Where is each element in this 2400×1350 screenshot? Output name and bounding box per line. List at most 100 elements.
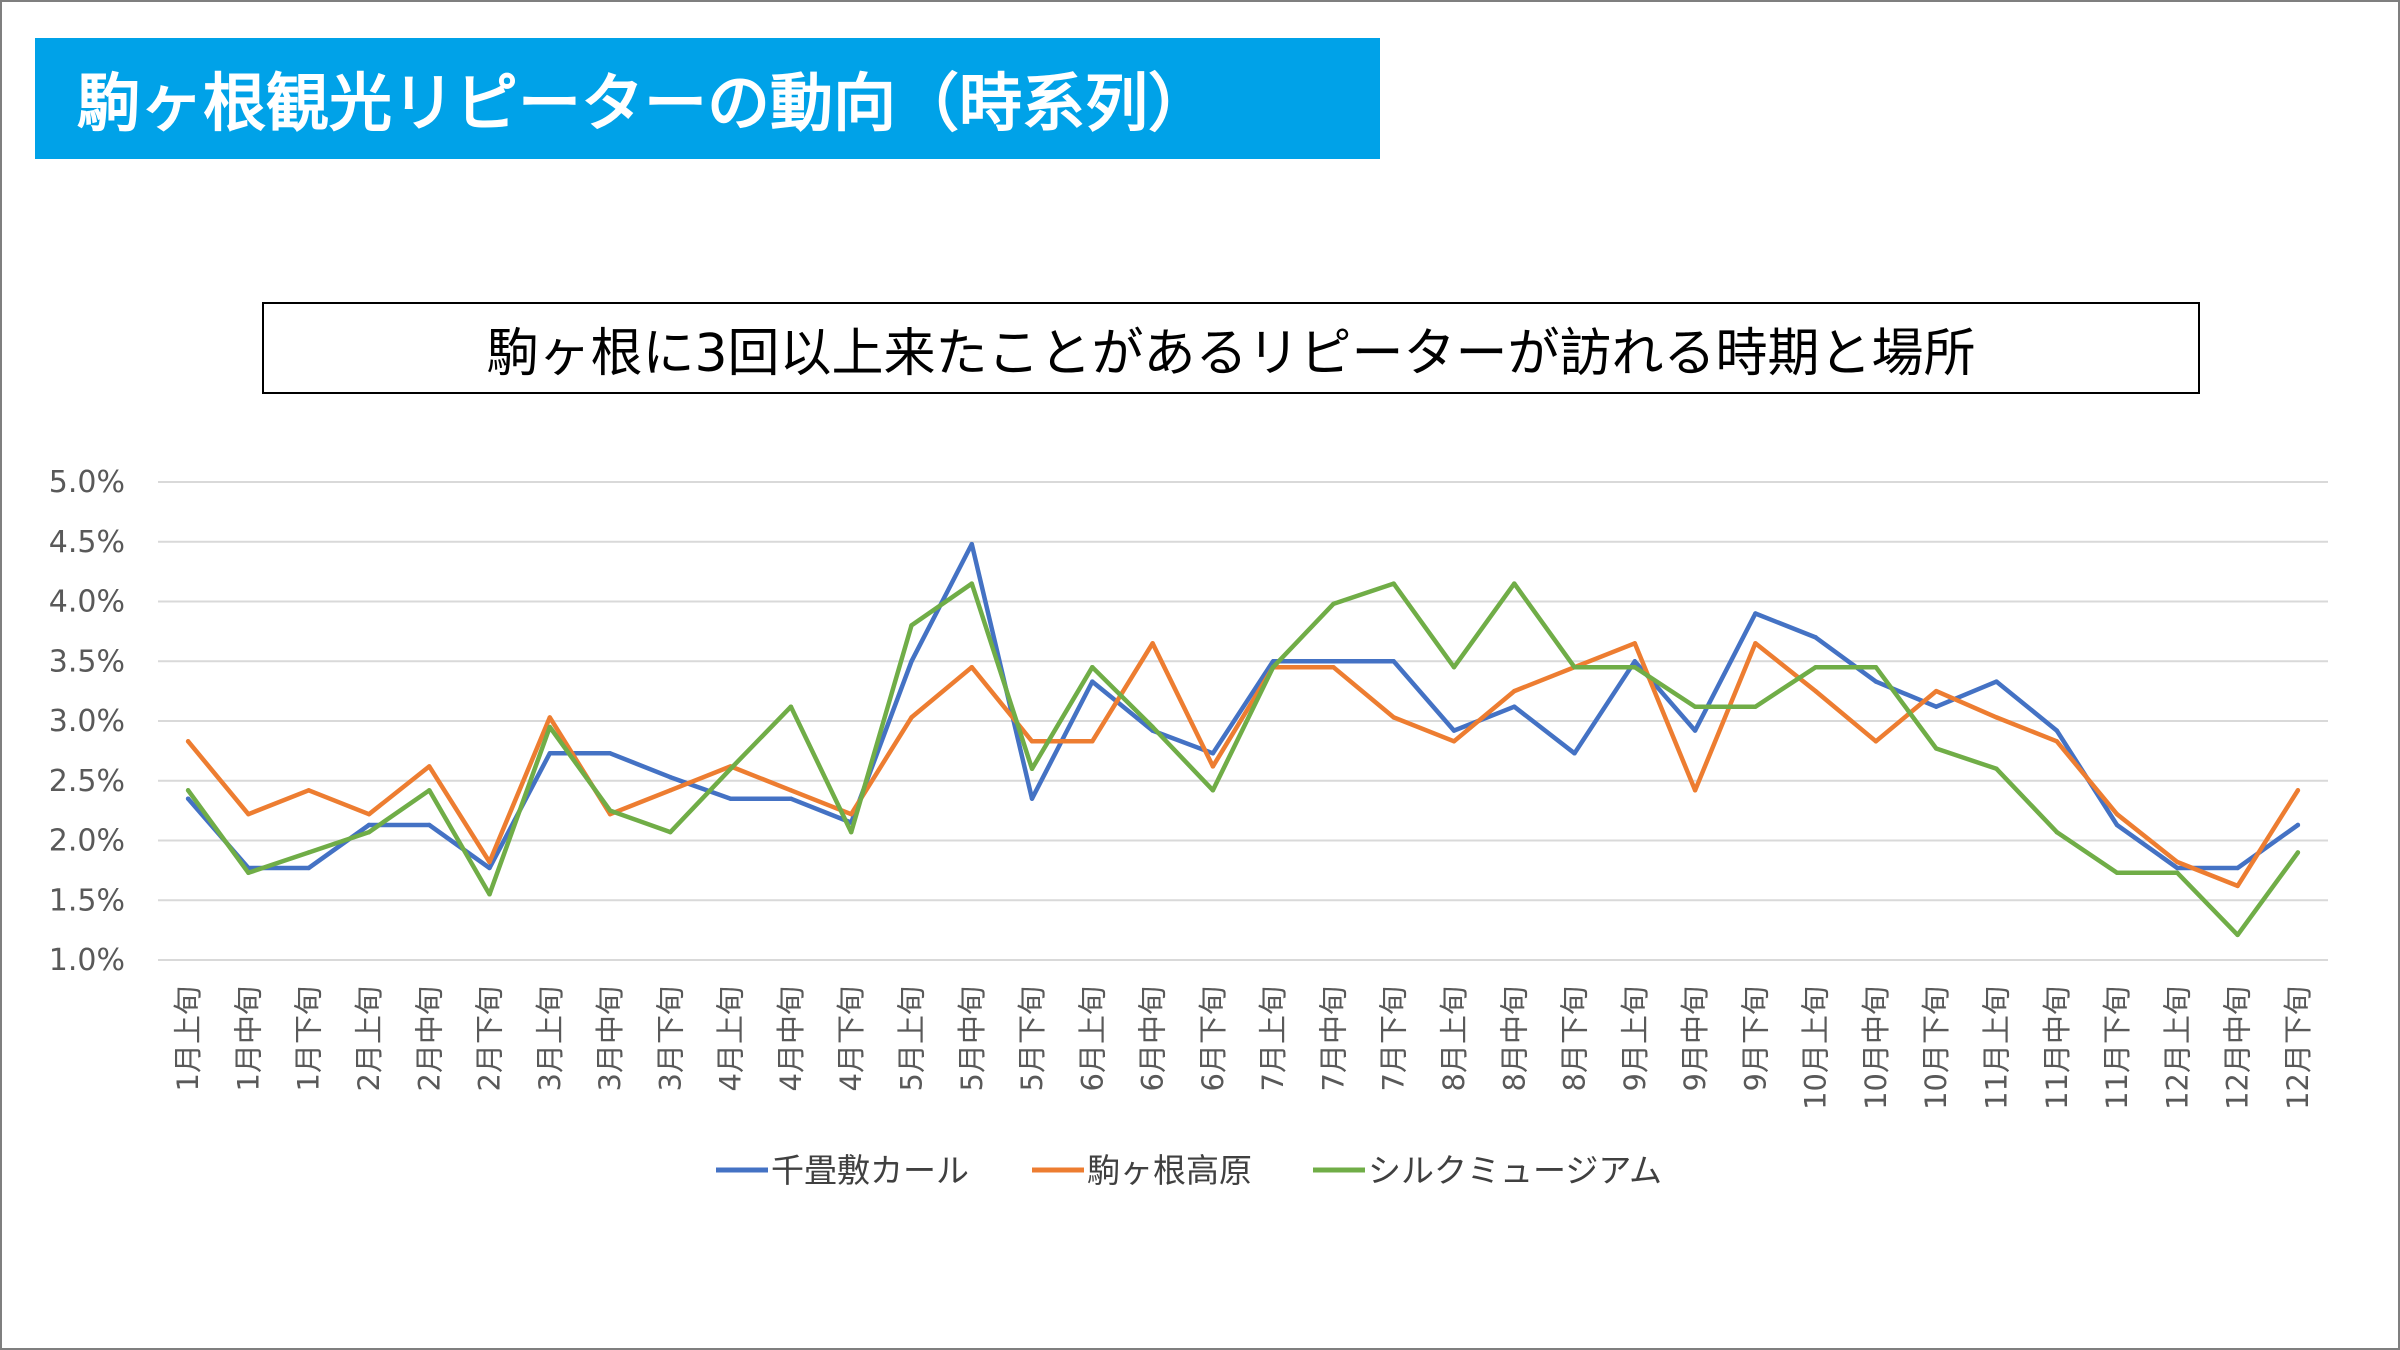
x-tick-label: 5月中旬 <box>955 986 989 1091</box>
data-point <box>969 541 974 547</box>
x-tick-label: 8月上旬 <box>1437 986 1471 1091</box>
data-point <box>607 751 613 756</box>
y-tick-label: 3.0% <box>49 704 125 739</box>
data-point <box>1512 704 1517 709</box>
data-point <box>2175 859 2180 865</box>
data-point <box>2054 739 2059 744</box>
x-tick-label: 9月中旬 <box>1678 986 1712 1091</box>
data-point <box>668 788 673 793</box>
data-point <box>1873 665 1879 670</box>
data-point <box>788 788 794 793</box>
data-point <box>1572 751 1577 756</box>
data-point <box>1270 659 1276 664</box>
x-tick-label: 4月下旬 <box>834 986 868 1091</box>
x-tick-label: 5月下旬 <box>1015 986 1049 1091</box>
data-point <box>1029 739 1035 744</box>
data-point <box>2114 812 2120 817</box>
data-point <box>2054 728 2059 733</box>
data-point <box>427 788 432 793</box>
data-point <box>1572 665 1577 670</box>
data-point <box>1090 679 1095 684</box>
data-point <box>185 796 191 801</box>
data-point <box>1753 641 1758 646</box>
data-point <box>1270 665 1276 670</box>
x-tick-label: 7月上旬 <box>1256 986 1290 1091</box>
chart-title: 駒ヶ根に3回以上来たことがあるリピーターが訪れる時期と場所 <box>486 323 1976 384</box>
x-tick-label: 7月中旬 <box>1316 986 1350 1091</box>
data-point <box>366 829 372 835</box>
legend-label: 駒ヶ根高原 <box>1087 1151 1252 1190</box>
x-tick-label: 6月下旬 <box>1196 986 1230 1091</box>
data-point <box>487 892 492 897</box>
data-point <box>1692 704 1698 709</box>
x-tick-label: 8月下旬 <box>1558 986 1592 1091</box>
data-point <box>1873 679 1879 684</box>
data-point <box>1331 601 1336 607</box>
x-tick-label: 4月中旬 <box>774 986 808 1091</box>
title-banner: 駒ヶ根観光リピーターの動向（時系列） <box>35 38 1380 159</box>
data-point <box>1933 746 1939 751</box>
data-point <box>909 715 914 720</box>
y-tick-label: 5.0% <box>49 465 125 500</box>
y-tick-label: 2.5% <box>49 764 125 799</box>
x-tick-label: 2月中旬 <box>412 986 446 1091</box>
data-point <box>1090 739 1095 744</box>
x-tick-label: 10月下旬 <box>1919 986 1953 1110</box>
x-tick-label: 11月下旬 <box>2100 986 2134 1110</box>
x-tick-label: 12月中旬 <box>2221 986 2255 1110</box>
data-point <box>909 623 914 628</box>
x-tick-label: 6月中旬 <box>1136 986 1170 1091</box>
data-point <box>1692 728 1698 733</box>
data-point <box>2175 865 2180 871</box>
data-point <box>2054 829 2059 835</box>
data-point <box>788 796 794 801</box>
y-tick-label: 1.5% <box>49 883 125 918</box>
x-tick-label: 3月下旬 <box>653 986 687 1091</box>
data-point <box>1391 659 1396 664</box>
series-line-2 <box>185 641 2301 889</box>
legend-label: 千畳敷カール <box>771 1151 969 1190</box>
x-tick-label: 1月中旬 <box>231 986 265 1091</box>
data-point <box>969 581 974 586</box>
y-axis-ticks: 1.0% 1.5% 2.0% 2.5% 3.0% 3.5% 4.0% 4.5% 5.0% <box>49 465 125 978</box>
data-point <box>2114 870 2120 875</box>
data-point <box>1391 715 1396 720</box>
y-tick-label: 3.5% <box>49 644 125 679</box>
data-point <box>306 850 311 855</box>
data-point <box>1512 688 1517 694</box>
data-point <box>1451 665 1457 670</box>
data-point <box>909 659 914 664</box>
series-line-3 <box>185 581 2301 938</box>
x-tick-label: 5月上旬 <box>894 986 928 1091</box>
data-point <box>1933 704 1939 709</box>
data-point <box>1813 635 1818 640</box>
x-tick-label: 2月下旬 <box>473 986 507 1091</box>
data-point <box>668 774 673 780</box>
data-point <box>668 829 673 835</box>
data-point <box>1451 728 1457 733</box>
x-tick-label: 10月上旬 <box>1799 986 1833 1110</box>
data-point <box>2235 932 2240 938</box>
slide-title: 駒ヶ根観光リピーターの動向（時系列） <box>77 67 1211 140</box>
data-point <box>607 808 613 813</box>
data-point <box>1029 766 1035 771</box>
data-point <box>2235 883 2240 889</box>
data-point <box>1632 665 1638 670</box>
y-tick-label: 2.0% <box>49 824 125 859</box>
data-point <box>2235 865 2240 871</box>
data-point <box>2295 788 2301 793</box>
data-point <box>427 764 432 769</box>
data-point <box>1994 766 1999 771</box>
data-point <box>547 715 553 720</box>
legend: 千畳敷カール 駒ヶ根高原 シルクミュージアム <box>716 1151 1662 1190</box>
x-tick-label: 1月上旬 <box>171 986 205 1091</box>
data-point <box>246 812 251 817</box>
data-point <box>1632 659 1638 664</box>
data-point <box>185 739 191 744</box>
data-point <box>1090 665 1095 670</box>
data-point <box>1210 788 1216 793</box>
data-point <box>1512 581 1517 586</box>
data-point <box>1994 715 1999 720</box>
data-point <box>728 766 733 771</box>
data-point <box>487 859 492 865</box>
